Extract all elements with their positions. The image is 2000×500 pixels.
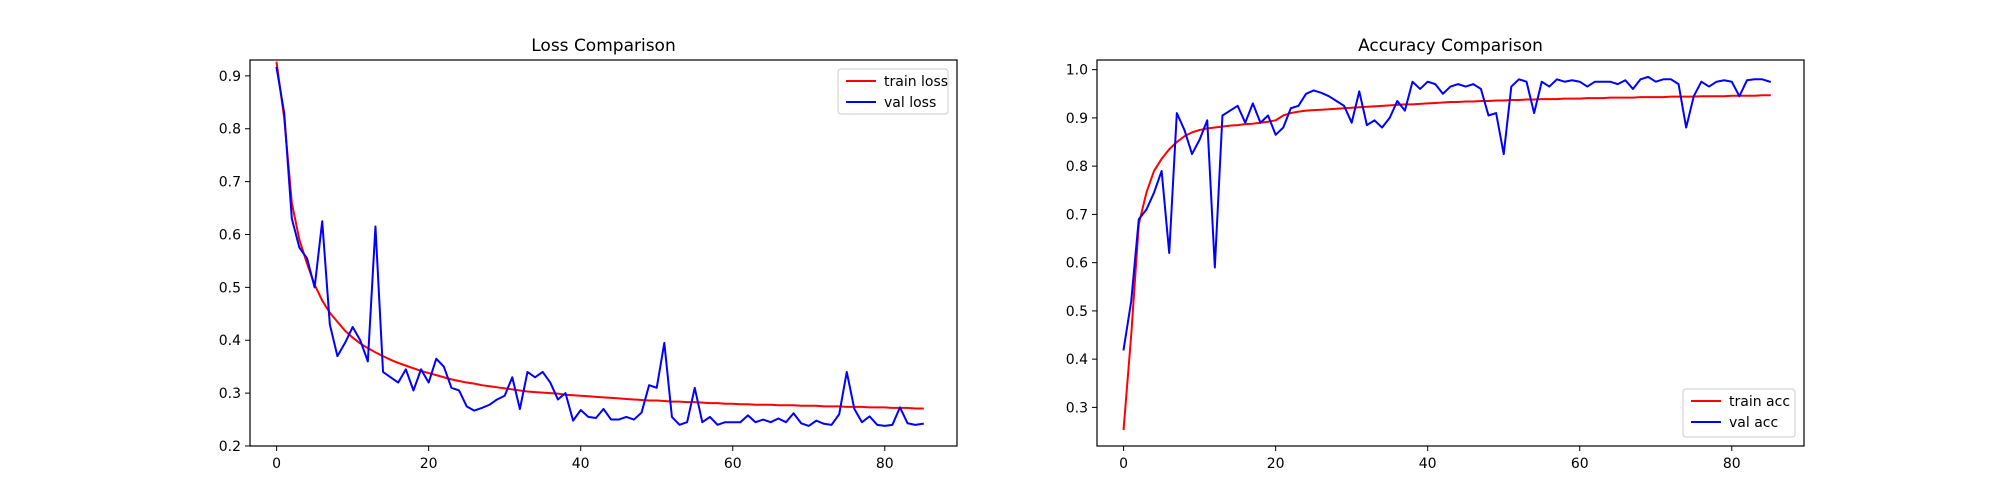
loss-y-tick-label: 0.4: [219, 333, 241, 349]
loss-y-tick-label: 0.6: [219, 227, 241, 243]
loss-legend-label: val loss: [884, 95, 936, 111]
accuracy-series-train-acc: [1122, 94, 1771, 431]
accuracy-legend-label: train acc: [1729, 394, 1790, 410]
accuracy-x-tick-label: 80: [1723, 456, 1741, 472]
accuracy-y-tick-label: 0.7: [1066, 207, 1088, 223]
loss-x-tick-label: 80: [876, 456, 894, 472]
loss-plot-frame: [249, 59, 958, 447]
accuracy-y-tick-label: 0.9: [1066, 111, 1088, 127]
accuracy-y-tick-label: 0.5: [1066, 304, 1088, 320]
loss-y-tick-label: 0.9: [219, 69, 241, 85]
accuracy-x-tick-label: 60: [1571, 456, 1589, 472]
loss-y-tick-label: 0.5: [219, 280, 241, 296]
accuracy-plot-frame: [1096, 59, 1805, 447]
loss-y-tick-label: 0.3: [219, 386, 241, 402]
accuracy-y-tick-label: 0.6: [1066, 256, 1088, 272]
accuracy-x-tick-label: 0: [1119, 456, 1128, 472]
accuracy-legend-label: val acc: [1729, 415, 1778, 431]
accuracy-x-tick-label: 40: [1419, 456, 1437, 472]
loss-x-tick-label: 40: [572, 456, 590, 472]
loss-x-tick-label: 0: [272, 456, 281, 472]
accuracy-y-tick-label: 1.0: [1066, 63, 1088, 79]
loss-legend: train loss val loss: [837, 68, 949, 115]
loss-y-tick-label: 0.2: [219, 439, 241, 455]
accuracy-x-tick-label: 20: [1267, 456, 1285, 472]
loss-x-tick-label: 60: [724, 456, 742, 472]
loss-x-tick-label: 20: [420, 456, 438, 472]
accuracy-series-val-acc: [1122, 75, 1772, 351]
loss-y-tick-label: 0.8: [219, 122, 241, 138]
loss-series-val-loss: [275, 66, 924, 427]
loss-chart: Loss Comparison 0 20 40 60 80 0.2 0.3 0.4 0.5 0.6 0…: [219, 36, 958, 472]
loss-y-tick-label: 0.7: [219, 175, 241, 191]
accuracy-chart: Accuracy Comparison 0 20 40 60 80 0.3 0.4 0.5 0.6…: [1066, 36, 1805, 472]
loss-legend-label: train loss: [884, 74, 948, 90]
loss-series-train-loss: [275, 61, 924, 410]
accuracy-y-tick-label: 0.8: [1066, 159, 1088, 175]
accuracy-legend: train acc val acc: [1682, 388, 1796, 438]
accuracy-y-tick-label: 0.4: [1066, 352, 1088, 368]
accuracy-chart-title: Accuracy Comparison: [1358, 36, 1543, 56]
loss-chart-title: Loss Comparison: [531, 36, 675, 56]
accuracy-y-tick-label: 0.3: [1066, 400, 1088, 416]
